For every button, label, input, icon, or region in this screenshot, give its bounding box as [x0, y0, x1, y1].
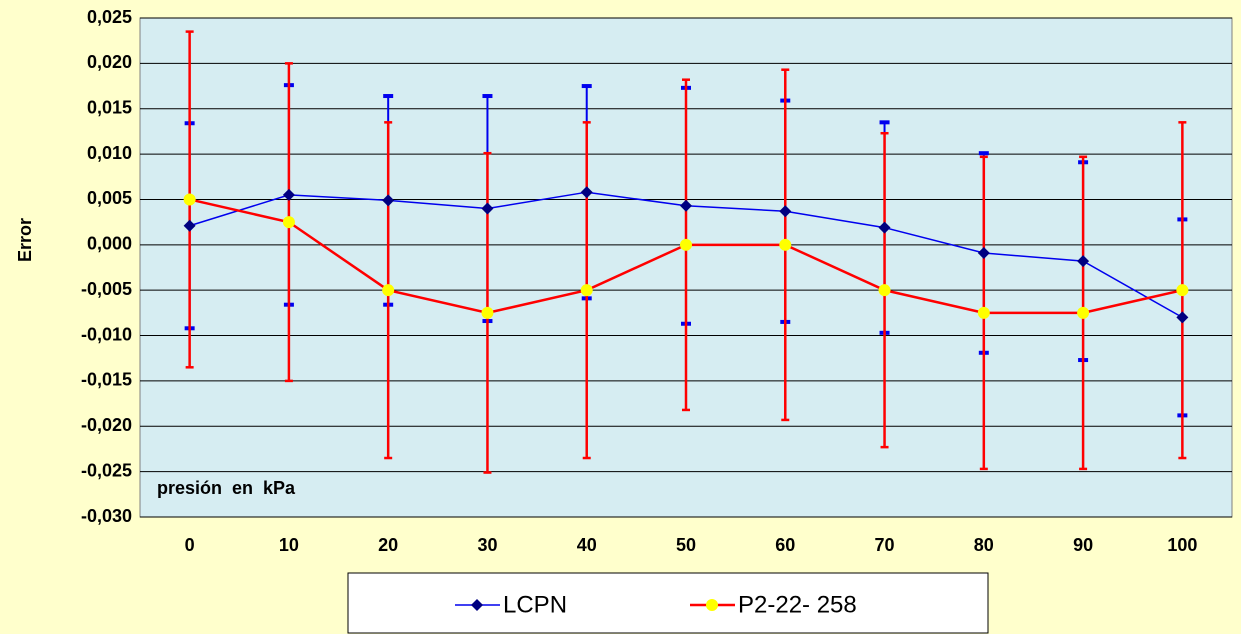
marker [481, 202, 494, 215]
marker [183, 193, 196, 206]
x-tick-label: 90 [1073, 535, 1093, 555]
y-tick-label: -0,030 [81, 506, 132, 526]
marker [977, 246, 990, 259]
legend-marker [706, 599, 718, 611]
marker [878, 221, 891, 234]
marker [282, 188, 295, 201]
legend-marker [471, 599, 483, 611]
y-tick-label: 0,025 [87, 7, 132, 27]
marker [580, 186, 593, 199]
marker [1077, 306, 1090, 319]
x-tick-label: 80 [974, 535, 994, 555]
y-tick-label: 0,010 [87, 143, 132, 163]
y-tick-label: -0,005 [81, 279, 132, 299]
x-tick-label: 20 [378, 535, 398, 555]
y-tick-label: -0,020 [81, 415, 132, 435]
marker [1176, 311, 1189, 324]
marker [481, 306, 494, 319]
y-tick-label: 0,005 [87, 188, 132, 208]
annotation: presión en kPa [157, 478, 296, 498]
marker [580, 284, 593, 297]
y-axis-label: Error [15, 218, 35, 262]
y-tick-label: 0,015 [87, 97, 132, 117]
legend [347, 572, 989, 634]
marker [779, 205, 792, 218]
x-tick-label: 50 [676, 535, 696, 555]
marker [680, 199, 692, 212]
marker [1077, 255, 1090, 268]
x-tick-label: 30 [477, 535, 497, 555]
y-tick-label: 0,020 [87, 52, 132, 72]
marker [878, 284, 891, 297]
y-tick-label: -0,010 [81, 324, 132, 344]
x-tick-label: 100 [1167, 535, 1197, 555]
x-tick-label: 0 [185, 535, 195, 555]
marker [282, 216, 295, 229]
marker [779, 238, 792, 251]
x-tick-label: 60 [775, 535, 795, 555]
y-tick-label: -0,025 [81, 460, 132, 480]
y-tick-label: -0,015 [81, 370, 132, 390]
x-tick-label: 10 [279, 535, 299, 555]
x-tick-label: 70 [875, 535, 895, 555]
y-tick-label: 0,000 [87, 234, 132, 254]
marker [183, 219, 196, 232]
marker [977, 306, 990, 319]
x-tick-label: 40 [577, 535, 597, 555]
legend-label: LCPN [503, 591, 567, 618]
marker [382, 284, 395, 297]
marker [680, 238, 692, 251]
marker [382, 194, 395, 207]
legend-label: P2-22- 258 [738, 591, 857, 618]
marker [1176, 284, 1189, 297]
